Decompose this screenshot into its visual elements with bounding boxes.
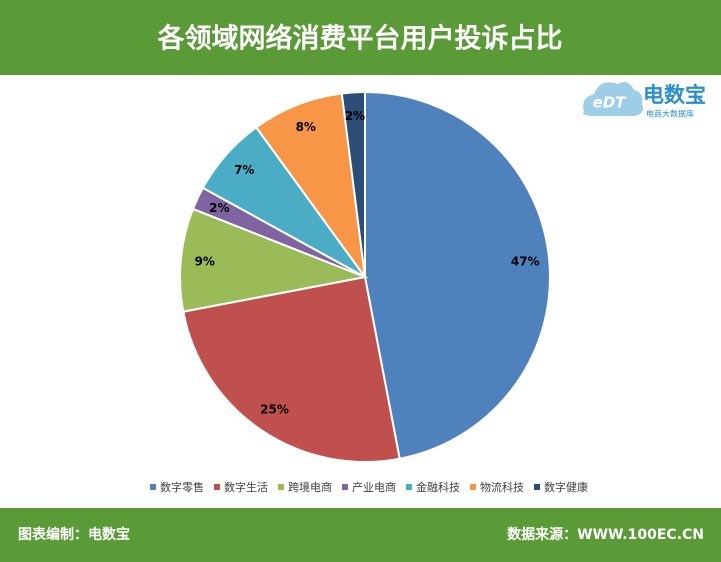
data-label: 25% bbox=[260, 403, 289, 417]
pie-slice bbox=[179, 207, 369, 313]
logo-name: 电数宝 bbox=[643, 83, 706, 107]
logo-cloud bbox=[582, 82, 643, 116]
logo-tagline: 电商大数据库 bbox=[646, 109, 694, 119]
legend-label: 金融科技 bbox=[416, 480, 460, 494]
legend-swatch bbox=[150, 484, 156, 490]
footer-left: 图表编制：电数宝 bbox=[18, 526, 130, 543]
logo-mark: eDT bbox=[593, 94, 628, 112]
pie-slice bbox=[340, 90, 366, 278]
footer-right: 数据来源：WWW.100EC.CN bbox=[507, 526, 704, 543]
pie-slice bbox=[254, 92, 366, 278]
legend-swatch bbox=[342, 484, 348, 490]
legend-label: 产业电商 bbox=[352, 480, 396, 494]
legend-label: 跨境电商 bbox=[288, 480, 332, 494]
data-label: 9% bbox=[195, 254, 215, 268]
data-label: 8% bbox=[296, 120, 316, 134]
pie: 47% 25% 9% 2% 7% 8% 2% bbox=[179, 90, 551, 463]
pie-slice bbox=[182, 275, 401, 463]
legend-label: 物流科技 bbox=[480, 480, 524, 494]
pie-slice bbox=[364, 90, 551, 460]
logo: eDT 电数宝 电商大数据库 bbox=[582, 82, 706, 119]
legend: 数字零售 数字生活 跨境电商 产业电商 金融科技 物流科技 数字健康 bbox=[150, 480, 588, 494]
data-label: 7% bbox=[234, 163, 254, 177]
legend-swatch bbox=[278, 484, 284, 490]
legend-label: 数字零售 bbox=[160, 480, 204, 494]
legend-label: 数字生活 bbox=[224, 480, 268, 494]
data-label: 2% bbox=[209, 201, 229, 215]
legend-swatch bbox=[406, 484, 412, 490]
legend-swatch bbox=[214, 484, 220, 490]
chart-title: 各领域网络消费平台用户投诉占比 bbox=[157, 23, 563, 55]
legend-label: 数字健康 bbox=[544, 480, 588, 494]
header-bar bbox=[0, 0, 721, 75]
data-label: 2% bbox=[345, 109, 365, 123]
legend-swatch bbox=[470, 484, 476, 490]
legend-swatch bbox=[534, 484, 540, 490]
footer-bar bbox=[0, 508, 721, 562]
data-label: 47% bbox=[511, 254, 540, 268]
